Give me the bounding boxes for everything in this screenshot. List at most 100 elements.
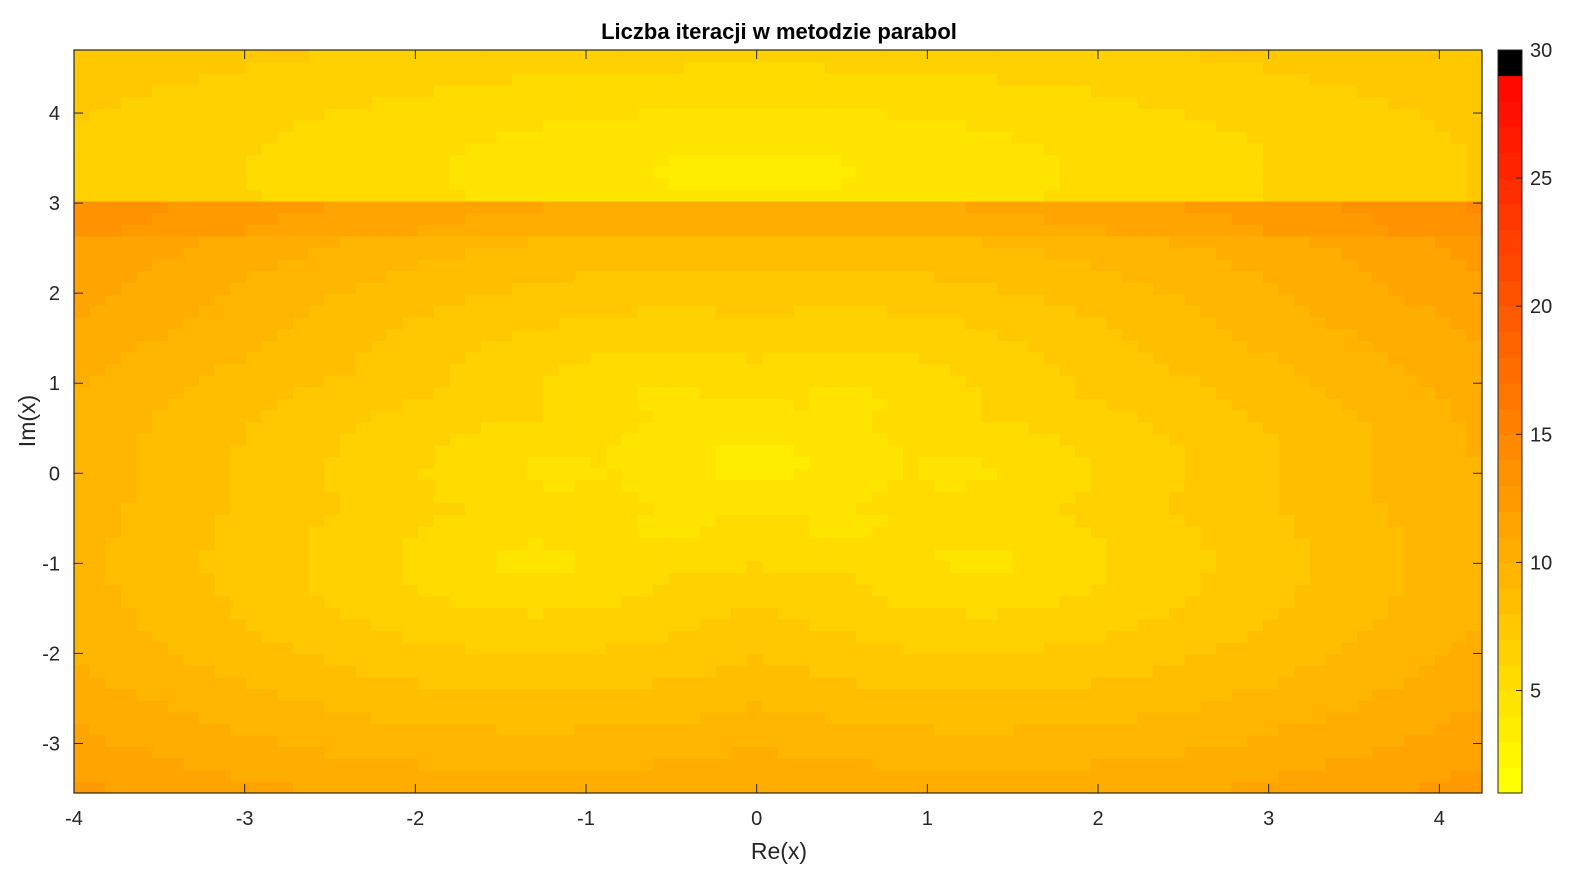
heatmap-cell <box>903 676 920 690</box>
heatmap-cell <box>1356 305 1374 318</box>
heatmap-cell <box>1372 514 1389 527</box>
heatmap-cell <box>918 398 936 411</box>
heatmap-cell <box>1153 514 1170 527</box>
heatmap-cell <box>1231 781 1248 793</box>
heatmap-cell <box>1106 642 1123 655</box>
heatmap-cell <box>605 734 623 748</box>
heatmap-cell <box>89 166 106 179</box>
heatmap-cell <box>762 491 779 504</box>
heatmap-cell <box>558 363 576 376</box>
heatmap-cell <box>512 270 529 283</box>
heatmap-cell <box>1012 711 1029 724</box>
heatmap-cell <box>105 317 122 330</box>
heatmap-cell <box>1122 502 1139 515</box>
heatmap-cell <box>89 293 106 307</box>
heatmap-cell <box>1325 572 1342 585</box>
heatmap-cell <box>230 595 247 608</box>
heatmap-cell <box>668 525 685 539</box>
heatmap-cell <box>1043 758 1061 771</box>
heatmap-cell <box>950 247 967 260</box>
heatmap-cell <box>1309 560 1327 574</box>
heatmap-cell <box>1090 595 1108 608</box>
heatmap-cell <box>1028 723 1045 736</box>
heatmap-cell <box>1450 618 1467 632</box>
heatmap-cell <box>1450 769 1467 782</box>
heatmap-cell <box>402 746 419 759</box>
heatmap-cell <box>1450 421 1467 434</box>
heatmap-cell <box>918 549 936 562</box>
heatmap-cell <box>1012 642 1029 655</box>
heatmap-cell <box>418 595 435 608</box>
heatmap-cell <box>950 433 967 446</box>
heatmap-cell <box>1309 758 1327 771</box>
heatmap-cell <box>1403 444 1421 457</box>
heatmap-cell <box>793 630 810 643</box>
heatmap-cell <box>183 317 200 330</box>
heatmap-cell <box>261 444 278 457</box>
heatmap-cell <box>418 700 435 713</box>
heatmap-cell <box>684 549 701 562</box>
heatmap-cell <box>997 676 1014 690</box>
heatmap-cell <box>997 235 1014 248</box>
heatmap-cell <box>731 154 748 167</box>
heatmap-cell <box>809 189 826 202</box>
heatmap-cell <box>199 433 216 446</box>
heatmap-cell <box>433 154 451 167</box>
heatmap-cell <box>480 723 497 736</box>
heatmap-cell <box>355 572 372 585</box>
heatmap-cell <box>1075 467 1092 481</box>
heatmap-cell <box>465 525 482 539</box>
heatmap-cell <box>590 166 607 179</box>
heatmap-cell <box>1388 711 1405 724</box>
heatmap-cell <box>1090 363 1108 376</box>
heatmap-cell <box>1372 630 1389 643</box>
heatmap-cell <box>574 711 591 724</box>
heatmap-cell <box>809 200 826 214</box>
heatmap-cell <box>1200 584 1217 597</box>
heatmap-cell <box>355 537 372 550</box>
heatmap-cell <box>1200 758 1217 771</box>
heatmap-cell <box>1247 270 1264 283</box>
heatmap-cell <box>308 235 325 248</box>
heatmap-cell <box>1216 421 1233 434</box>
heatmap-cell <box>558 398 576 411</box>
heatmap-cell <box>480 189 497 202</box>
heatmap-cell <box>950 212 967 225</box>
heatmap-cell <box>89 235 106 248</box>
heatmap-cell <box>214 328 232 341</box>
heatmap-cell <box>1122 421 1139 434</box>
heatmap-cell <box>1341 375 1358 388</box>
heatmap-cell <box>167 642 185 655</box>
heatmap-cell <box>496 247 513 260</box>
heatmap-cell <box>480 525 497 539</box>
heatmap-cell <box>293 769 310 782</box>
heatmap-cell <box>277 200 294 214</box>
heatmap-cell <box>543 235 560 248</box>
heatmap-cell <box>1075 746 1092 759</box>
heatmap-cell <box>637 293 654 307</box>
heatmap-cell <box>1090 224 1108 237</box>
heatmap-cell <box>277 258 294 272</box>
heatmap-cell <box>293 630 310 643</box>
heatmap-cell <box>386 212 404 225</box>
heatmap-cell <box>199 351 216 365</box>
heatmap-cell <box>1137 560 1155 574</box>
heatmap-cell <box>1137 525 1155 539</box>
heatmap-cell <box>89 618 106 632</box>
heatmap-cell <box>261 560 278 574</box>
heatmap-cell <box>1466 456 1482 469</box>
heatmap-cell <box>199 618 216 632</box>
heatmap-cell <box>308 665 325 678</box>
heatmap-cell <box>74 642 91 655</box>
heatmap-cell <box>1090 711 1108 724</box>
heatmap-cell <box>449 549 466 562</box>
heatmap-cell <box>230 560 247 574</box>
heatmap-cell <box>480 456 497 469</box>
heatmap-cell <box>1200 177 1217 190</box>
heatmap-cell <box>1247 363 1264 376</box>
heatmap-cell <box>1169 247 1186 260</box>
chart-title: Liczba iteracji w metodzie parabol <box>601 19 957 44</box>
heatmap-cell <box>1012 560 1029 574</box>
heatmap-cell <box>856 328 873 341</box>
heatmap-cell <box>1262 584 1280 597</box>
